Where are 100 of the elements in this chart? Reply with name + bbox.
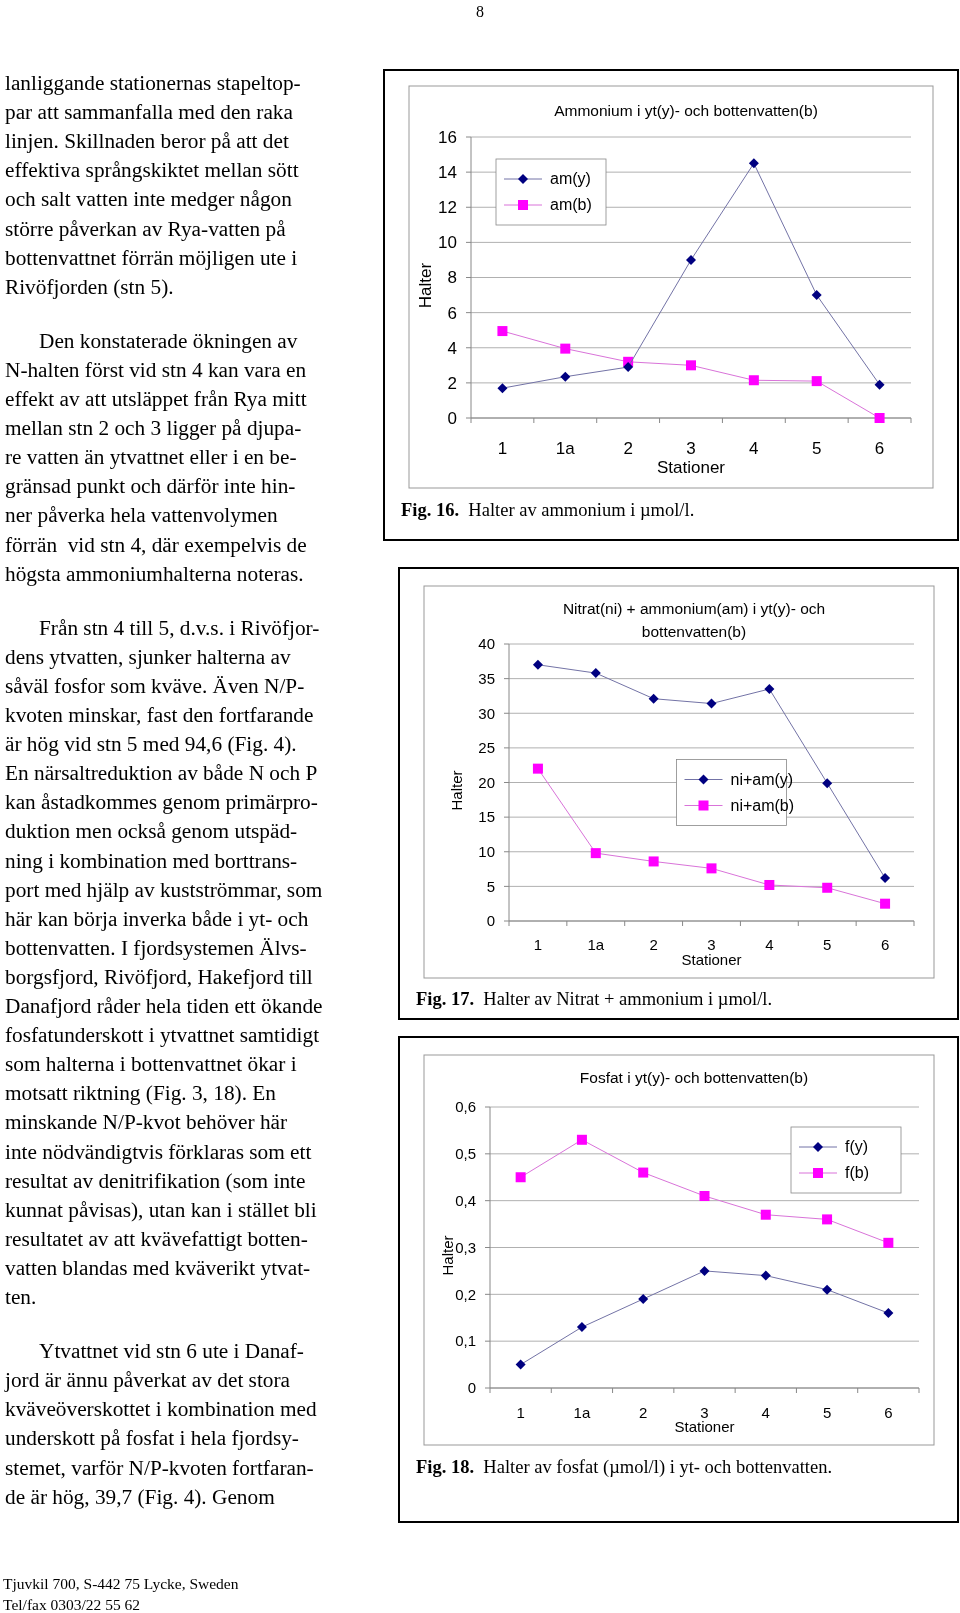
y-tick-label: 0,4 <box>455 1191 476 1209</box>
chart-title: Fosfat i yt(y)- och bottenvatten(b) <box>579 1069 809 1086</box>
y-tick-label: 2 <box>447 373 457 393</box>
point <box>515 1172 526 1183</box>
x-tick-label: 1a <box>573 1404 591 1422</box>
y-tick-label: 6 <box>447 303 457 323</box>
x-tick-label: 3 <box>707 936 716 954</box>
point <box>748 158 759 169</box>
point <box>576 1134 587 1145</box>
point <box>648 856 659 867</box>
x-tick-label: 1a <box>587 936 605 954</box>
point <box>576 1322 587 1333</box>
y-tick-label: 4 <box>447 338 457 358</box>
y-tick-label: 40 <box>478 635 495 653</box>
point <box>764 879 775 890</box>
text: Tjuvkil 700, S-442 75 Lycke, Sweden <box>3 1575 239 1592</box>
x-axis-title: Stationer <box>656 458 726 477</box>
legend-label: ni+am(b) <box>730 796 795 814</box>
point <box>590 848 601 859</box>
point <box>822 778 833 789</box>
x-tick-label: 5 <box>811 438 822 458</box>
y-tick-label: 0,2 <box>455 1285 476 1303</box>
point <box>764 684 775 695</box>
caption: Fig. 18. Halter av fosfat (µmol/l) i yt- och bottenvatten. <box>416 1457 833 1478</box>
chart-title: Nitrat(ni) + ammonium(am) i yt(y)- och bottenvatten(b) <box>562 600 826 640</box>
text: lanliggande stationernas stapeltop- par att sammanfalla med den raka linjen. Skillnaden beror på att det effektiva språngskiktet mellan sött och salt vatten inte medger någon större påverkan av Rya-vatten på bottenvattnet förrän möjligen ute i Rivöfjorden (stn 5). <box>5 71 301 299</box>
y-tick-label: 15 <box>478 808 495 826</box>
x-tick-label: 4 <box>761 1404 770 1422</box>
x-tick-label: 5 <box>822 1404 832 1422</box>
y-tick-label: 0 <box>467 1379 476 1397</box>
y-tick-label: 0,5 <box>455 1145 476 1163</box>
point <box>822 882 833 893</box>
point <box>880 898 891 909</box>
x-tick-label: 2 <box>649 936 658 954</box>
y-tick-label: 10 <box>438 233 457 253</box>
point <box>623 362 634 373</box>
x-tick-label: 4 <box>749 438 759 458</box>
y-tick-label: 20 <box>478 773 495 791</box>
legend-label: f(b) <box>845 1164 869 1181</box>
point <box>748 375 759 386</box>
x-tick-label: 6 <box>874 438 885 458</box>
y-tick-label: 30 <box>478 704 495 722</box>
point <box>497 326 508 337</box>
point <box>532 763 543 774</box>
text: Från stn 4 till 5, d.v.s. i Rivöfjor- dens ytvatten, sjunker halterna av såväl fosfor som kväve. Även N/P- kvoten minskar, fast den fortfarande är hög vid stn 5 med 94,6 (Fig. 4). En närsaltreduktion av både N och P kan åstadkommes genom primärpro- duktion men också genom utspäd- ning i kombination med borttrans- port med hjälp av kustströmmar, som här kan börja inverka både i yt- och bottenvatten. I fjordsystemen Älvs- borgsfjord, Rivöfjord, Hakefjord till Danafjord råder hela tiden ett ökande fosfatunderskott i ytvattnet samtidigt som halterna i bottenvattnet ökar i motsatt riktning (Fig. 3, 18). En minskande N/P-kvot behöver här inte nödvändigtvis förklaras som ett resultat av denitrifikation (som inte kunnat påvisas), utan kan i stället bli resultatet av att kvävefattigt botten- vatten blandas med kväverikt ytvat- ten. <box>5 615 323 1309</box>
y-axis-title: Halter <box>439 1235 456 1276</box>
point <box>706 698 717 709</box>
point <box>811 376 822 387</box>
point <box>638 1294 649 1305</box>
point <box>648 693 659 704</box>
y-tick-label: 0,3 <box>455 1238 476 1256</box>
point <box>874 379 885 390</box>
point <box>883 1308 894 1319</box>
point <box>590 668 601 679</box>
point <box>706 863 717 874</box>
y-tick-label: 10 <box>478 843 495 860</box>
x-tick-label: 3 <box>686 438 696 458</box>
text: Ytvattnet vid stn 6 ute i Danaf- jord är ännu påverkat av det stora kväveöverskottet i kombination med underskott på fosfat i hela fjordsy- stemet, varför N/P-kvoten fortfaran- de är hög, 39,7 (Fig. 4). Genom <box>4 1339 318 1509</box>
legend-label: ni+am(y) <box>730 770 794 788</box>
point <box>822 1284 833 1295</box>
point <box>686 254 696 265</box>
point <box>760 1209 771 1220</box>
x-tick-label: 6 <box>884 1404 893 1422</box>
point <box>699 1265 710 1276</box>
x-tick-label: 2 <box>623 438 633 458</box>
point <box>532 659 543 670</box>
y-tick-label: 25 <box>478 739 495 757</box>
x-tick-label: 2 <box>639 1404 648 1422</box>
text: Tel/fax 0303/22 55 62 <box>3 1596 141 1613</box>
y-axis-title: Halter <box>448 770 465 811</box>
point <box>515 1359 526 1370</box>
chart-title: Ammonium i yt(y)- och bottenvatten(b) <box>554 102 818 119</box>
y-tick-label: 16 <box>438 127 457 147</box>
point <box>880 873 891 884</box>
caption: Fig. 16. Halter av ammonium i µmol/l. <box>401 500 695 520</box>
y-tick-label: 35 <box>478 669 495 687</box>
y-tick-label: 0,6 <box>455 1098 476 1116</box>
point <box>686 360 696 371</box>
caption: Fig. 17. Halter av Nitrat + ammonium i µmol/l. <box>416 989 773 1009</box>
x-tick-label: 6 <box>880 936 890 954</box>
x-tick-label: 5 <box>823 936 832 954</box>
y-tick-label: 8 <box>447 268 457 288</box>
point <box>638 1167 649 1178</box>
y-tick-label: 12 <box>438 198 457 218</box>
y-tick-label: 0,1 <box>455 1332 476 1350</box>
y-tick-label: 14 <box>438 163 457 183</box>
y-axis-title: Halter <box>416 262 435 309</box>
x-tick-label: 1 <box>533 936 543 954</box>
point <box>874 413 885 423</box>
x-tick-label: 1a <box>555 438 576 458</box>
y-tick-label: 0 <box>447 408 457 428</box>
legend-label: am(b) <box>550 196 592 213</box>
point <box>811 290 822 301</box>
text: Den konstaterade ökningen av N-halten först vid stn 4 kan vara en effekt av att utsläppet från Rya mitt mellan stn 2 och 3 ligger på djupa- re vatten än ytvattnet eller i en be- gränsad punkt och därför inte hin- ner påverka hela vattenvolymen förrän vid stn 4, där exempelvis de högsta ammoniumhalterna noteras. <box>5 328 307 586</box>
point <box>560 343 571 354</box>
point <box>699 1190 710 1201</box>
y-tick-label: 5 <box>486 877 495 895</box>
point <box>497 383 508 394</box>
x-axis-title: Stationer <box>681 951 742 968</box>
x-tick-label: 1 <box>516 1404 525 1422</box>
